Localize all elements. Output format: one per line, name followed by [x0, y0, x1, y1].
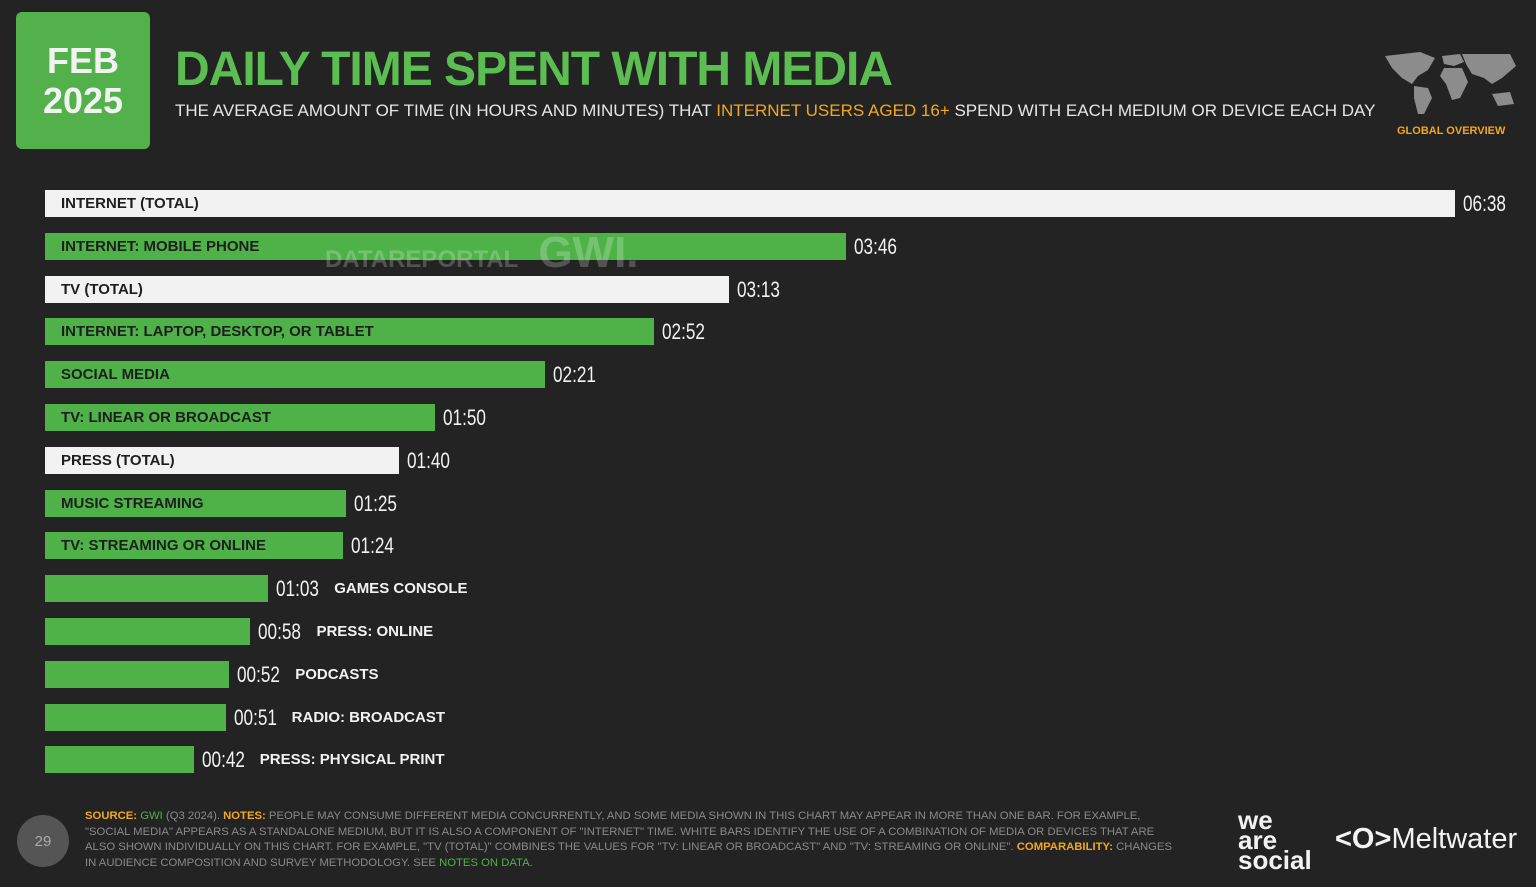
value-label: 02:52 [662, 319, 706, 345]
source-period: (Q3 2024). [162, 810, 224, 822]
bar [45, 532, 343, 560]
comparability-label: COMPARABILITY: [1016, 841, 1113, 853]
category-label: GAMES CONSOLE [334, 580, 468, 598]
watermark-gwi: GWI. [538, 228, 639, 277]
bar [45, 575, 269, 603]
meltwater-icon: <O> [1335, 823, 1392, 855]
category-label: INTERNET: LAPTOP, DESKTOP, OR TABLET [61, 323, 374, 341]
category-label: RADIO: BROADCAST [291, 708, 445, 726]
source-label: SOURCE: [85, 810, 138, 822]
world-map-icon [1385, 52, 1516, 114]
bar [45, 190, 1455, 217]
category-label: MUSIC STREAMING [61, 494, 204, 512]
value-label: 01:50 [442, 405, 486, 430]
region-label: GLOBAL OVERVIEW [1397, 125, 1506, 137]
value-label: 06:38 [1463, 191, 1506, 216]
value-label: 03:13 [736, 276, 780, 302]
category-label: TV (TOTAL) [61, 280, 143, 298]
category-label: TV: STREAMING OR ONLINE [61, 537, 267, 555]
footer-notes: SOURCE: GWI (Q3 2024). NOTES: PEOPLE MAY… [85, 809, 1185, 871]
category-label: PODCASTS [295, 665, 379, 683]
bar [45, 232, 846, 260]
value-label: 01:40 [407, 447, 451, 473]
date-badge: FEB 2025 [16, 12, 150, 149]
value-label: 00:52 [237, 661, 281, 687]
page-subtitle: THE AVERAGE AMOUNT OF TIME (IN HOURS AND… [175, 101, 1375, 121]
watermark: DATAREPORTAL GWI. [325, 228, 639, 278]
bar-chart: 06:38 INTERNET (TOTAL) 03:46 INTERNET: MOBI… [45, 190, 1506, 774]
value-label: 03:46 [853, 233, 897, 259]
category-label: INTERNET: MOBILE PHONE [61, 237, 260, 255]
bar [45, 703, 226, 731]
subtitle-text-end: SPEND WITH EACH MEDIUM OR DEVICE EACH DA… [949, 101, 1376, 120]
page-title: DAILY TIME SPENT WITH MEDIA [175, 43, 893, 96]
value-label: 00:51 [233, 704, 277, 730]
footer-end: . [529, 856, 533, 869]
notes-text: PEOPLE MAY CONSUME DIFFERENT MEDIA CONCU… [85, 810, 1155, 853]
subtitle-highlight: INTERNET USERS AGED 16+ [716, 101, 950, 120]
bar [45, 318, 655, 346]
meltwater-text: Meltwater [1391, 823, 1518, 855]
bar [45, 660, 230, 688]
page-number: 29 [17, 815, 69, 867]
badge-month: FEB [47, 39, 119, 81]
value-label: 00:42 [201, 747, 245, 773]
bar [45, 746, 194, 774]
category-label: SOCIAL MEDIA [61, 366, 170, 384]
value-label: 00:58 [258, 619, 302, 644]
bar [45, 489, 347, 517]
category-label: PRESS: PHYSICAL PRINT [259, 751, 445, 769]
category-label: PRESS (TOTAL) [61, 451, 175, 469]
value-label: 01:25 [354, 490, 398, 516]
bar [45, 361, 545, 389]
meltwater-logo: <O>Meltwater [1335, 823, 1517, 856]
bar [45, 404, 435, 431]
bar [45, 446, 400, 474]
watermark-datareportal: DATAREPORTAL [325, 246, 519, 273]
badge-year: 2025 [42, 79, 124, 121]
source-link[interactable]: GWI [140, 810, 163, 822]
category-label: PRESS: ONLINE [316, 623, 434, 640]
value-label: 01:24 [350, 533, 394, 559]
subtitle-text: THE AVERAGE AMOUNT OF TIME (IN HOURS AND… [175, 101, 717, 120]
bar [45, 275, 729, 303]
category-label: TV: LINEAR OR BROADCAST [61, 409, 271, 426]
value-label: 01:03 [276, 576, 320, 602]
category-label: INTERNET (TOTAL) [61, 195, 199, 212]
we-are-social-text: we are social [1238, 805, 1312, 875]
comparability-text: CHANGES IN AUDIENCE COMPOSITION AND SURV… [85, 841, 1172, 869]
value-label: 02:21 [552, 362, 596, 388]
notes-label: NOTES: [223, 810, 266, 822]
bar [45, 618, 251, 645]
we-are-social-logo: we are social [1238, 805, 1318, 875]
notes-on-data-link[interactable]: NOTES ON DATA [439, 856, 530, 869]
